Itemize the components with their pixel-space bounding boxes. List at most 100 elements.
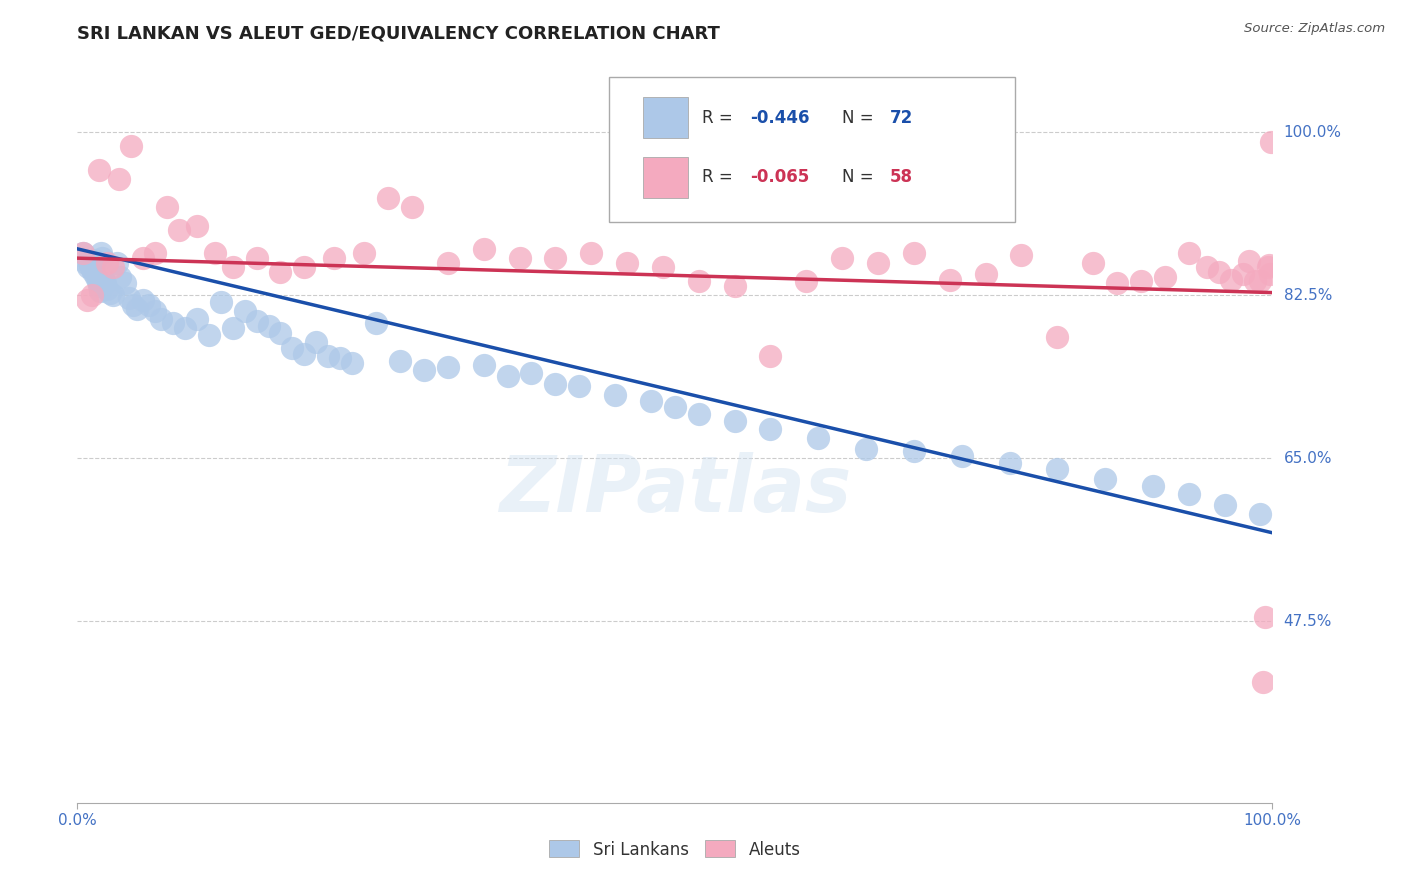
Point xyxy=(724,279,747,293)
Point xyxy=(437,256,460,270)
Point xyxy=(83,259,105,273)
Point xyxy=(1107,277,1129,291)
Text: Source: ZipAtlas.com: Source: ZipAtlas.com xyxy=(1244,22,1385,36)
Point xyxy=(138,298,160,312)
Point xyxy=(974,267,997,281)
Point xyxy=(1243,274,1265,288)
Point xyxy=(688,274,710,288)
Point xyxy=(292,260,315,275)
Point xyxy=(353,246,375,260)
Point xyxy=(1258,267,1281,281)
Point xyxy=(807,431,830,445)
Point xyxy=(79,258,101,272)
Text: 47.5%: 47.5% xyxy=(1284,614,1331,629)
Point xyxy=(605,388,627,402)
Point xyxy=(84,252,107,267)
Point xyxy=(118,291,141,305)
Point xyxy=(1142,479,1164,493)
Point xyxy=(868,256,890,270)
Point xyxy=(724,414,747,428)
Point xyxy=(1250,507,1272,521)
Point xyxy=(903,246,925,260)
Point xyxy=(93,272,115,286)
Point xyxy=(377,191,399,205)
Point xyxy=(1046,330,1069,344)
Point xyxy=(110,269,132,284)
Point xyxy=(1237,254,1260,268)
Point xyxy=(222,260,245,275)
Point xyxy=(1250,274,1272,288)
Point xyxy=(96,256,118,270)
Point xyxy=(1178,486,1201,500)
Text: 100.0%: 100.0% xyxy=(1284,125,1341,140)
Text: -0.065: -0.065 xyxy=(751,169,810,186)
FancyBboxPatch shape xyxy=(643,157,688,198)
Point xyxy=(1257,260,1279,275)
Point xyxy=(82,265,104,279)
Point xyxy=(292,347,315,361)
Text: SRI LANKAN VS ALEUT GED/EQUIVALENCY CORRELATION CHART: SRI LANKAN VS ALEUT GED/EQUIVALENCY CORR… xyxy=(77,25,720,43)
Point xyxy=(86,274,108,288)
Point xyxy=(86,269,108,284)
Point xyxy=(401,200,423,214)
Point xyxy=(1213,498,1236,512)
Point xyxy=(114,277,136,291)
Point xyxy=(520,366,543,380)
Point xyxy=(233,304,256,318)
Point xyxy=(281,342,304,356)
Point xyxy=(329,351,352,365)
Point xyxy=(76,293,98,307)
Point xyxy=(950,450,973,464)
Point xyxy=(616,256,638,270)
Point xyxy=(132,251,155,265)
Point xyxy=(323,251,346,265)
Point xyxy=(132,293,155,307)
Point xyxy=(1251,674,1274,689)
Point xyxy=(1257,258,1279,272)
Point xyxy=(79,254,101,268)
Point xyxy=(105,256,128,270)
Point xyxy=(80,262,103,277)
Point xyxy=(664,400,686,414)
Point xyxy=(831,251,853,265)
Point xyxy=(1254,609,1277,624)
Point xyxy=(103,288,124,302)
Point xyxy=(581,246,603,260)
Point xyxy=(143,304,166,318)
Point xyxy=(1208,265,1230,279)
Point xyxy=(120,139,142,153)
Point xyxy=(939,272,962,286)
Point xyxy=(167,223,190,237)
Point xyxy=(186,311,208,326)
Point xyxy=(437,360,460,375)
Point xyxy=(796,274,818,288)
Point xyxy=(270,265,292,279)
Point xyxy=(1094,472,1116,486)
Point xyxy=(75,256,97,270)
Point xyxy=(1195,260,1218,275)
Text: N =: N = xyxy=(842,109,879,127)
Point xyxy=(472,358,495,372)
Point xyxy=(127,302,149,317)
Point xyxy=(413,363,436,377)
Point xyxy=(1130,274,1153,288)
Point xyxy=(640,393,662,408)
Point xyxy=(472,242,495,256)
Point xyxy=(204,246,226,260)
Point xyxy=(96,282,118,296)
Point xyxy=(156,200,179,214)
Point xyxy=(496,369,519,384)
Point xyxy=(72,246,94,260)
Point xyxy=(174,321,197,335)
FancyBboxPatch shape xyxy=(643,97,688,138)
Point xyxy=(1178,246,1201,260)
Point xyxy=(94,277,117,291)
Point xyxy=(89,284,111,298)
Point xyxy=(1046,462,1069,476)
Legend: Sri Lankans, Aleuts: Sri Lankans, Aleuts xyxy=(543,834,807,865)
Point xyxy=(186,219,208,233)
Point xyxy=(197,328,219,343)
Point xyxy=(257,319,280,334)
Text: 82.5%: 82.5% xyxy=(1284,288,1331,303)
Point xyxy=(1260,135,1282,149)
